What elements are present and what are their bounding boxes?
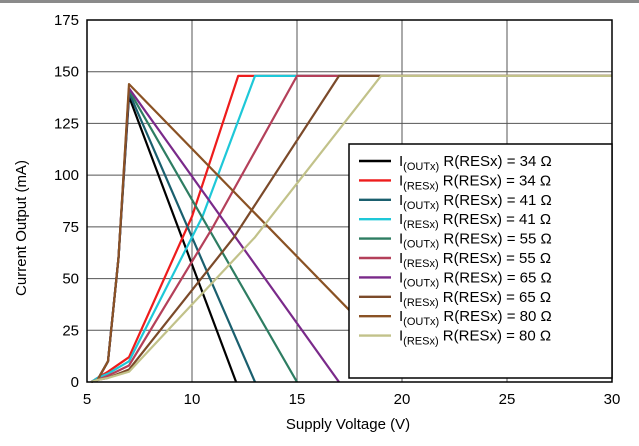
x-tick-label: 15	[289, 391, 306, 408]
x-axis-label: Supply Voltage (V)	[286, 416, 410, 433]
y-tick-label: 0	[71, 374, 79, 391]
y-tick-label: 75	[62, 219, 79, 236]
y-tick-label: 175	[54, 12, 79, 29]
legend-label: I(OUTx) R(RESx) = 55 Ω	[399, 231, 552, 251]
y-axis-label: Current Output (mA)	[13, 160, 30, 296]
legend-label: I(RESx) R(RESx) = 80 Ω	[399, 328, 551, 348]
legend-label: I(OUTx) R(RESx) = 41 Ω	[399, 192, 552, 212]
series-lines	[90, 74, 612, 384]
legend-box	[348, 143, 613, 379]
x-tick-label: 10	[184, 391, 201, 408]
legend-label: I(OUTx) R(RESx) = 65 Ω	[399, 269, 552, 289]
legend-label: I(RESx) R(RESx) = 55 Ω	[399, 250, 551, 270]
y-tick-label: 125	[54, 115, 79, 132]
legend-label: I(OUTx) R(RESx) = 34 Ω	[399, 153, 552, 173]
legend-label: I(OUTx) R(RESx) = 80 Ω	[399, 308, 552, 328]
legend: I(OUTx) R(RESx) = 34 ΩI(RESx) R(RESx) = …	[348, 143, 613, 379]
x-tick-label: 20	[394, 391, 411, 408]
y-tick-label: 100	[54, 167, 79, 184]
series-line-5	[90, 89, 298, 384]
legend-label: I(RESx) R(RESx) = 34 Ω	[399, 172, 551, 192]
legend-label: I(RESx) R(RESx) = 65 Ω	[399, 289, 551, 309]
top-border	[0, 0, 639, 3]
y-tick-label: 150	[54, 64, 79, 81]
x-tick-label: 30	[604, 391, 621, 408]
x-tick-label: 25	[499, 391, 516, 408]
x-tick-label: 5	[83, 391, 91, 408]
series-line-3	[90, 91, 257, 384]
y-tick-label: 25	[62, 322, 79, 339]
series-line-10	[90, 74, 612, 384]
legend-label: I(RESx) R(RESx) = 41 Ω	[399, 211, 551, 231]
y-tick-label: 50	[62, 271, 79, 288]
